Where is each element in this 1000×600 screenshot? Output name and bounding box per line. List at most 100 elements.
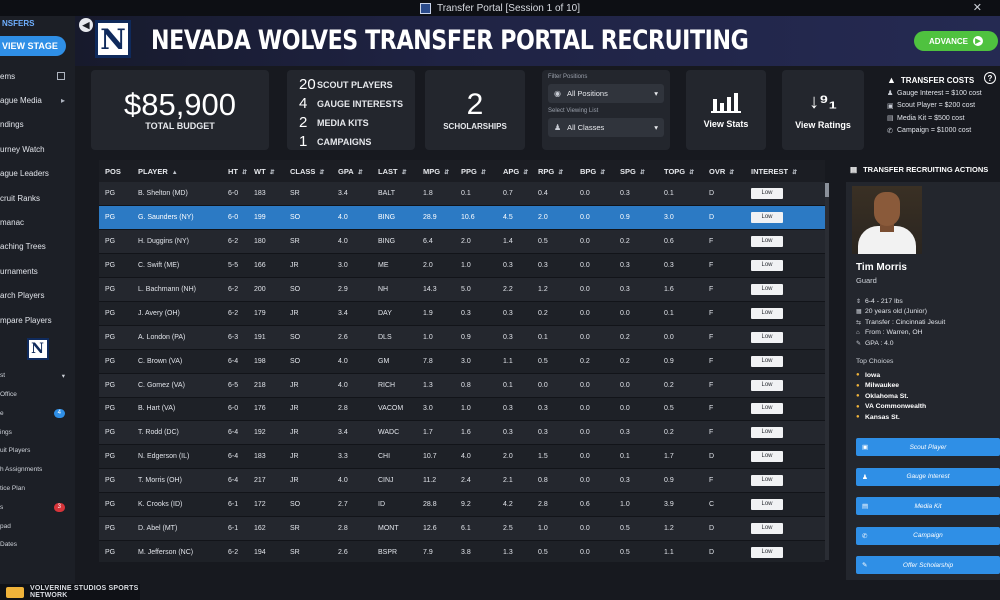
table-row[interactable]: PG C. Brown (VA) 6-4 198 SO 4.0 GM 7.8 3.0 1.1 0.5… bbox=[99, 349, 825, 374]
table-row[interactable]: PG B. Shelton (MD) 6-0 183 SR 3.4 BALT 1.8 0.1 0.… bbox=[99, 182, 825, 207]
column-header[interactable]: BPG ⇵ bbox=[574, 160, 614, 182]
interest-button[interactable]: Low bbox=[751, 260, 783, 272]
viewing-list-select[interactable]: ♟ All Classes ▾ bbox=[548, 118, 664, 137]
table-cell: CHI bbox=[372, 444, 417, 470]
sidebar-item[interactable]: urney Watch bbox=[0, 137, 75, 161]
interest-button[interactable]: Low bbox=[751, 236, 783, 248]
interest-button[interactable]: Low bbox=[751, 188, 783, 200]
interest-button[interactable]: Low bbox=[751, 427, 783, 439]
column-header[interactable]: OVR ⇵ bbox=[703, 160, 745, 182]
table-row[interactable]: PG G. Saunders (NY) 6-0 199 SO 4.0 BING 28.9 10.… bbox=[99, 205, 825, 231]
interest-button[interactable]: Low bbox=[751, 499, 783, 511]
action-button[interactable]: ▣ Scout Player bbox=[856, 438, 1000, 456]
interest-button[interactable]: Low bbox=[751, 355, 783, 367]
column-header[interactable]: PLAYER ▲ bbox=[132, 160, 222, 182]
column-header[interactable]: MPG ⇵ bbox=[417, 160, 455, 182]
column-header-label: HT bbox=[228, 166, 238, 176]
sidebar-subitem[interactable]: tice Plan bbox=[0, 479, 75, 498]
sidebar-item[interactable]: ague Media ▸ bbox=[0, 88, 75, 112]
sidebar-item[interactable]: urnaments bbox=[0, 259, 75, 283]
sidebar-item[interactable]: aching Trees bbox=[0, 235, 75, 259]
action-button[interactable]: ▤ Media Kit bbox=[856, 497, 1000, 515]
table-row[interactable]: PG B. Hart (VA) 6-0 176 JR 2.8 VACOM 3.0 1.0 0.3 0… bbox=[99, 397, 825, 422]
table-cell: PG bbox=[99, 325, 132, 350]
column-header[interactable]: TOPG ⇵ bbox=[658, 160, 703, 182]
table-cell: 0.3 bbox=[614, 182, 658, 207]
action-button[interactable]: ♟ Gauge Interest bbox=[856, 467, 1000, 486]
table-row[interactable]: PG M. Jefferson (NC) 6-2 194 SR 2.6 BSPR 7.9 3.8… bbox=[99, 540, 825, 562]
table-row[interactable]: PG J. Avery (OH) 6-2 179 JR 3.4 DAY 1.9 0.3 0.3 0.… bbox=[99, 301, 825, 326]
sidebar-subitem[interactable]: pad bbox=[0, 517, 75, 536]
sidebar-item[interactable]: ague Leaders bbox=[0, 162, 75, 186]
table-row[interactable]: PG D. Abel (MT) 6-1 162 SR 2.8 MONT 12.6 6.1 2.5 1… bbox=[99, 516, 825, 541]
sidebar-item-label: urnaments bbox=[0, 266, 38, 276]
table-row[interactable]: PG K. Crooks (ID) 6-1 172 SO 2.7 ID 28.8 9.2 4.2 2… bbox=[99, 492, 825, 517]
interest-button[interactable]: Low bbox=[751, 307, 783, 319]
table-row[interactable]: PG L. Bachmann (NH) 6-2 200 SO 2.9 NH 14.3 5.0 2.… bbox=[99, 277, 825, 302]
close-icon[interactable]: ✕ bbox=[972, 2, 982, 14]
help-icon[interactable]: ? bbox=[984, 72, 996, 84]
interest-button[interactable]: Low bbox=[751, 522, 783, 534]
column-header[interactable]: GPA ⇵ bbox=[332, 160, 372, 182]
table-cell: 0.2 bbox=[658, 373, 703, 398]
interest-button[interactable]: Low bbox=[751, 403, 783, 415]
table-row[interactable]: PG T. Rodd (DC) 6-4 192 JR 3.4 WADC 1.7 1.6 0.3 0.… bbox=[99, 420, 825, 446]
interest-button[interactable]: Low bbox=[751, 284, 783, 295]
sidebar-subitem[interactable]: Office bbox=[0, 385, 75, 404]
table-cell: PG bbox=[99, 468, 132, 494]
interest-button[interactable]: Low bbox=[751, 331, 783, 343]
sidebar-item[interactable]: ems bbox=[0, 64, 75, 88]
column-header[interactable]: SPG ⇵ bbox=[614, 160, 658, 182]
position-filter-select[interactable]: ◉ All Positions ▾ bbox=[548, 84, 664, 103]
table-cell: 3.0 bbox=[658, 205, 703, 231]
action-button[interactable]: ✆ Campaign bbox=[856, 526, 1000, 545]
table-row[interactable]: PG H. Duggins (NY) 6-2 180 SR 4.0 BING 6.4 2.0 1.… bbox=[99, 229, 825, 255]
sidebar-subitem[interactable]: ings bbox=[0, 423, 75, 442]
column-header[interactable]: POS bbox=[99, 160, 132, 182]
table-row[interactable]: PG A. London (PA) 6-3 191 SO 2.6 DLS 1.0 0.9 0.3 0… bbox=[99, 325, 825, 350]
sidebar-item[interactable]: ndings bbox=[0, 113, 75, 137]
table-scrollbar[interactable] bbox=[825, 183, 829, 560]
table-cell: 0.6 bbox=[658, 229, 703, 255]
table-cell: 0.5 bbox=[614, 540, 658, 562]
column-header[interactable]: INTEREST ⇵ bbox=[745, 160, 825, 182]
column-header[interactable]: HT ⇵ bbox=[222, 160, 248, 182]
advance-button[interactable]: ADVANCE ▶ bbox=[914, 31, 998, 51]
table-row[interactable]: PG C. Swift (ME) 5-5 166 JR 3.0 ME 2.0 1.0 0.3 0.3… bbox=[99, 253, 825, 279]
column-header[interactable]: APG ⇵ bbox=[497, 160, 532, 182]
interest-cell: Low bbox=[745, 301, 825, 326]
column-header[interactable]: CLASS ⇵ bbox=[284, 160, 332, 182]
sidebar-subitem[interactable]: h Assignments bbox=[0, 460, 75, 479]
sort-icon: ⇵ bbox=[357, 169, 363, 176]
table-row[interactable]: PG N. Edgerson (IL) 6-4 183 JR 3.3 CHI 10.7 4.0 2… bbox=[99, 444, 825, 470]
table-row[interactable]: PG C. Gomez (VA) 6-5 218 JR 4.0 RICH 1.3 0.8 0.1 0… bbox=[99, 373, 825, 398]
table-row[interactable]: PG T. Morris (OH) 6-4 217 JR 4.0 CINJ 11.2 2.4 2.… bbox=[99, 468, 825, 494]
interest-button[interactable]: Low bbox=[751, 475, 783, 487]
sidebar-item[interactable]: cruit Ranks bbox=[0, 186, 75, 210]
sidebar-subitem[interactable]: uit Players bbox=[0, 441, 75, 460]
view-ratings-button[interactable]: ↓⁹₁ View Ratings bbox=[782, 70, 864, 150]
table-cell: 2.8 bbox=[332, 397, 372, 422]
view-stage-button[interactable]: VIEW STAGE bbox=[0, 36, 66, 56]
column-header[interactable]: RPG ⇵ bbox=[532, 160, 574, 182]
table-cell: JR bbox=[284, 373, 332, 398]
column-header[interactable]: LAST ⇵ bbox=[372, 160, 417, 182]
sidebar-subitem[interactable]: st ▾ bbox=[0, 366, 75, 385]
interest-button[interactable]: Low bbox=[751, 379, 783, 391]
interest-button[interactable]: Low bbox=[751, 546, 783, 558]
interest-button[interactable]: Low bbox=[751, 212, 783, 224]
column-header-label: BPG bbox=[580, 166, 597, 176]
column-header[interactable]: PPG ⇵ bbox=[455, 160, 497, 182]
sidebar-subitem[interactable]: Dates bbox=[0, 535, 75, 554]
sidebar-item[interactable]: arch Players bbox=[0, 284, 75, 308]
interest-button[interactable]: Low bbox=[751, 451, 783, 463]
view-stats-button[interactable]: View Stats bbox=[686, 70, 766, 150]
back-arrow-icon[interactable]: ◀ bbox=[79, 18, 93, 32]
sidebar-item[interactable]: mpare Players bbox=[0, 308, 75, 332]
column-header[interactable]: WT ⇵ bbox=[248, 160, 284, 182]
scrollbar-thumb[interactable] bbox=[825, 183, 829, 197]
action-button[interactable]: ✎ Offer Scholarship bbox=[856, 556, 1000, 574]
sidebar-item[interactable]: manac bbox=[0, 210, 75, 234]
